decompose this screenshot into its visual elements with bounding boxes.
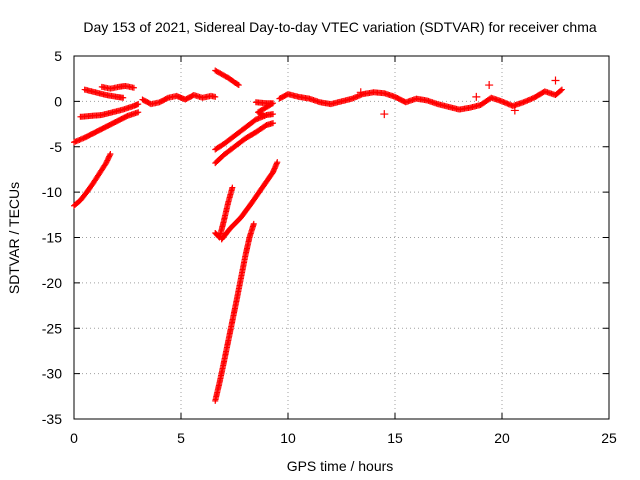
data-point	[106, 152, 113, 159]
data-point	[557, 87, 564, 94]
data-point	[485, 81, 494, 90]
series-arc-g	[212, 67, 242, 89]
series-arc-h	[212, 111, 277, 153]
x-tick-label: 0	[70, 430, 78, 446]
data-point	[234, 81, 241, 88]
data-point	[163, 95, 170, 102]
data-point	[212, 93, 219, 100]
series-arc-a	[81, 86, 127, 101]
data-point	[261, 112, 268, 119]
series-arc-m	[252, 99, 277, 119]
y-axis-label: SDTVAR / TECUs	[6, 182, 22, 294]
data-point	[235, 82, 242, 89]
y-tick-label: -20	[42, 275, 62, 291]
data-point	[260, 112, 267, 119]
data-point	[380, 110, 389, 119]
x-tick-label: 10	[280, 430, 296, 446]
series-arc-j	[212, 184, 236, 241]
data-point	[270, 111, 277, 118]
data-point	[250, 220, 257, 227]
series-arc-e	[71, 151, 114, 209]
y-tick-label: -25	[42, 320, 62, 336]
x-tick-label: 15	[387, 430, 403, 446]
x-axis-label: GPS time / hours	[287, 458, 394, 474]
y-tick-label: -10	[42, 184, 62, 200]
series-arc-k	[218, 159, 281, 243]
data-point	[270, 120, 277, 127]
data-series	[71, 67, 565, 404]
data-point	[130, 84, 137, 91]
data-point	[510, 106, 519, 115]
x-tick-label: 5	[177, 430, 185, 446]
x-tick-label: 25	[601, 430, 617, 446]
data-point	[135, 101, 142, 108]
y-tick-label: -35	[42, 411, 62, 427]
series-arc-b	[98, 82, 137, 92]
series-arc-n	[276, 86, 565, 113]
y-tick-label: 5	[54, 48, 62, 64]
axis-ticks: 0 5 10 15 20 25 5 0 -5 -10 -15 -20 -25 -30 -35	[42, 48, 617, 446]
data-point	[120, 94, 127, 101]
data-point	[274, 159, 281, 166]
y-tick-label: -30	[42, 366, 62, 382]
y-tick-label: -5	[50, 139, 63, 155]
y-tick-label: 0	[54, 93, 62, 109]
series-arc-f	[139, 92, 219, 108]
series-outliers	[356, 76, 560, 119]
data-point	[107, 151, 114, 158]
data-point	[472, 92, 481, 101]
series-arc-d	[71, 109, 142, 146]
grid	[74, 56, 609, 419]
chart-title: Day 153 of 2021, Sidereal Day-to-day VTE…	[83, 19, 596, 35]
series-arc-l	[212, 220, 257, 404]
data-point	[135, 109, 142, 116]
series-arc-i	[212, 120, 277, 167]
y-tick-label: -15	[42, 230, 62, 246]
data-point	[551, 76, 560, 85]
series-arc-c	[77, 101, 142, 120]
x-tick-label: 20	[494, 430, 510, 446]
data-point	[229, 184, 236, 191]
data-point	[558, 86, 565, 93]
data-point	[356, 88, 365, 97]
